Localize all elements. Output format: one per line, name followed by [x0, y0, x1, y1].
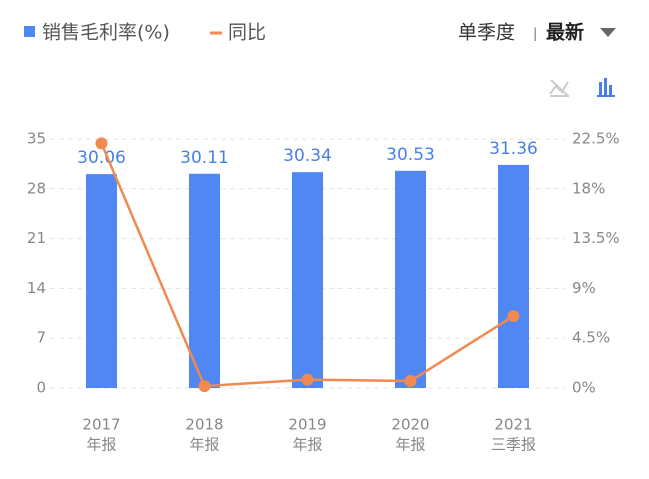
- x-tick-label: 年报: [86, 436, 116, 454]
- x-tick-label: 2021: [494, 416, 532, 434]
- legend-bar: 销售毛利率(%): [42, 22, 170, 44]
- x-tick-label: 2017: [82, 416, 120, 434]
- y2-tick-label: 22.5%: [572, 130, 620, 148]
- bar: [498, 164, 529, 388]
- y2-tick-label: 0%: [572, 379, 596, 397]
- bar-toggle-icon[interactable]: [597, 78, 615, 97]
- value-label: 30.34: [283, 146, 332, 166]
- x-tick-label: 年报: [189, 436, 219, 454]
- period-toggle[interactable]: 单季度: [458, 22, 515, 44]
- bar: [292, 172, 323, 388]
- y-tick-label: 14: [27, 279, 46, 297]
- value-label: 31.36: [489, 139, 538, 159]
- y2-tick-label: 18%: [572, 179, 605, 197]
- x-tick-label: 2019: [288, 416, 326, 434]
- y-tick-label: 35: [27, 130, 46, 148]
- y-tick-label: 7: [36, 329, 46, 347]
- value-label: 30.11: [180, 148, 229, 168]
- bar: [395, 170, 426, 388]
- legend-line: 同比: [228, 22, 266, 44]
- line-point: [301, 373, 314, 386]
- x-tick-label: 三季报: [491, 436, 536, 454]
- line-point: [507, 310, 520, 323]
- separator: |: [533, 27, 537, 42]
- y-tick-label: 0: [36, 379, 46, 397]
- dropdown-arrow[interactable]: [600, 28, 616, 37]
- line-toggle-icon[interactable]: [549, 79, 569, 97]
- value-label: 30.53: [386, 145, 435, 165]
- x-tick-label: 年报: [395, 436, 425, 454]
- x-tick-label: 年报: [292, 436, 322, 454]
- y2-tick-label: 13.5%: [572, 229, 620, 247]
- line-point: [198, 380, 211, 393]
- y-tick-label: 28: [27, 179, 46, 197]
- line-point: [404, 375, 417, 388]
- y2-tick-label: 9%: [572, 279, 596, 297]
- period-select[interactable]: 最新: [546, 21, 584, 44]
- y-tick-label: 21: [27, 229, 46, 247]
- y2-tick-label: 4.5%: [572, 329, 610, 347]
- x-tick-label: 2018: [185, 416, 223, 434]
- legend-swatch: [24, 26, 35, 37]
- x-tick-label: 2020: [391, 416, 429, 434]
- bar: [86, 174, 117, 388]
- line-point: [95, 137, 108, 150]
- bar: [189, 173, 220, 388]
- value-label: 30.06: [77, 148, 126, 168]
